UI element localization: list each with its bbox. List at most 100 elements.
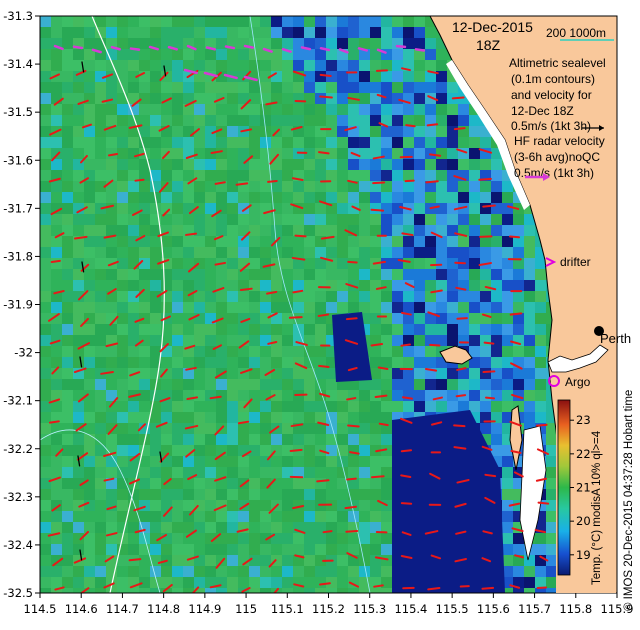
sst-cell xyxy=(117,555,129,567)
sst-cell xyxy=(359,390,371,402)
velocity-vector xyxy=(514,554,524,559)
sst-cell xyxy=(62,313,74,325)
sst-cell xyxy=(194,423,206,435)
sst-cell xyxy=(271,291,283,303)
sst-cell xyxy=(381,434,393,446)
sst-cell xyxy=(326,27,338,39)
sst-cell xyxy=(216,16,228,28)
sst-cell xyxy=(161,60,173,72)
sst-cell xyxy=(480,335,492,347)
sst-cell xyxy=(238,203,250,215)
velocity-vector xyxy=(240,317,251,323)
sst-cell xyxy=(326,489,338,501)
sst-cell xyxy=(348,192,360,204)
sst-cell xyxy=(513,489,525,501)
sst-cell xyxy=(150,269,162,281)
sst-cell xyxy=(480,159,492,171)
sst-cell xyxy=(216,291,228,303)
sst-cell xyxy=(227,60,239,72)
sst-cell xyxy=(425,170,437,182)
sst-cell xyxy=(524,313,536,325)
sst-cell xyxy=(40,489,52,501)
sst-cell xyxy=(73,71,85,83)
sst-cell xyxy=(381,302,393,314)
sst-cell xyxy=(370,148,382,160)
sst-cell xyxy=(502,181,514,193)
sst-cell xyxy=(205,313,217,325)
velocity-vector xyxy=(148,45,159,51)
sst-cell xyxy=(106,478,118,490)
velocity-vector xyxy=(377,499,388,507)
sst-cell xyxy=(403,225,415,237)
sst-cell xyxy=(194,379,206,391)
sst-cell xyxy=(238,533,250,545)
sst-cell xyxy=(216,104,228,116)
sst-cell xyxy=(205,522,217,534)
sst-cell xyxy=(282,280,294,292)
sst-cell xyxy=(403,49,415,61)
sst-cell xyxy=(194,126,206,138)
sst-cell xyxy=(128,170,140,182)
lat-tick-label: -32.1 xyxy=(3,394,33,408)
sst-cell xyxy=(282,302,294,314)
sst-cell xyxy=(183,126,195,138)
sst-cell xyxy=(381,203,393,215)
sst-cell xyxy=(513,357,525,369)
velocity-vector xyxy=(455,286,467,291)
sst-cell xyxy=(117,104,129,116)
sst-cell xyxy=(161,456,173,468)
sst-cell xyxy=(106,225,118,237)
sst-cell xyxy=(469,115,481,127)
sst-cell xyxy=(227,280,239,292)
sst-cell xyxy=(128,544,140,556)
sst-cell xyxy=(205,445,217,457)
velocity-vector xyxy=(539,555,549,562)
lon-tick-label: 115.5 xyxy=(436,602,469,616)
sst-cell xyxy=(546,577,558,589)
sst-cell xyxy=(370,93,382,105)
sst-cell xyxy=(359,247,371,259)
sst-cell xyxy=(249,346,261,358)
sst-cell xyxy=(194,566,206,578)
sst-cell xyxy=(502,467,514,479)
sst-cell xyxy=(491,313,503,325)
sst-cell xyxy=(216,346,228,358)
sst-cell xyxy=(524,335,536,347)
velocity-vector xyxy=(294,528,306,534)
sst-cell xyxy=(194,489,206,501)
sst-cell xyxy=(106,60,118,72)
velocity-vector xyxy=(81,61,85,73)
velocity-vector xyxy=(400,554,413,559)
sst-cell xyxy=(359,566,371,578)
sst-cell xyxy=(337,445,349,457)
velocity-vector xyxy=(290,126,303,131)
sst-cell xyxy=(348,434,360,446)
sst-cell xyxy=(84,467,96,479)
lon-tick-label: 115.1 xyxy=(271,602,304,616)
sst-cell xyxy=(95,60,107,72)
sst-cell xyxy=(84,324,96,336)
sst-cell xyxy=(271,511,283,523)
sst-cell xyxy=(62,434,74,446)
sst-cell xyxy=(359,225,371,237)
sst-cell xyxy=(62,170,74,182)
sst-cell xyxy=(469,346,481,358)
sst-cell xyxy=(469,159,481,171)
sst-cell xyxy=(161,104,173,116)
velocity-vector xyxy=(346,477,357,481)
sst-cell xyxy=(172,511,184,523)
sst-cell xyxy=(40,27,52,39)
sst-cell xyxy=(161,38,173,50)
sst-cell xyxy=(524,555,536,567)
sst-cell xyxy=(348,71,360,83)
legend-drifter: drifter xyxy=(560,255,591,269)
velocity-vector xyxy=(268,559,277,568)
sst-cell xyxy=(117,489,129,501)
sst-cell xyxy=(150,489,162,501)
sst-cell xyxy=(326,379,338,391)
sst-cell xyxy=(469,192,481,204)
map-date: 12-Dec-2015 xyxy=(452,19,533,35)
sst-cell xyxy=(172,159,184,171)
sst-cell xyxy=(161,247,173,259)
sst-cell xyxy=(40,445,52,457)
